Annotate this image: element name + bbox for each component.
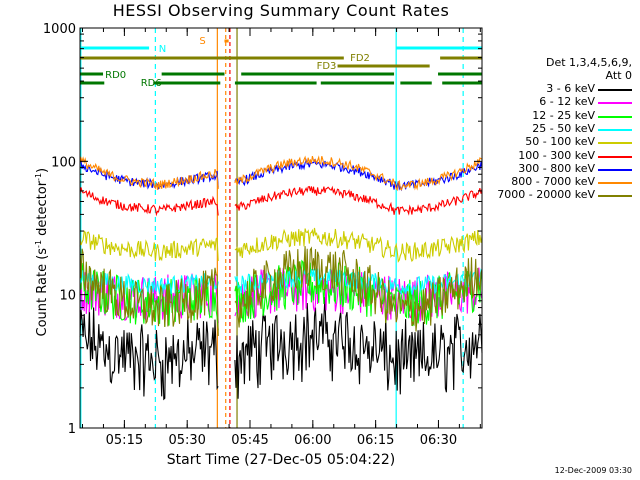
legend-entry-label: 25 - 50 keV [532, 121, 595, 135]
legend-swatch [598, 115, 632, 118]
y-tick-label: 1 [68, 422, 76, 437]
legend-entry-label: 12 - 25 keV [532, 108, 595, 122]
generated-timestamp: 12-Dec-2009 03:30 [554, 466, 632, 475]
flag-label-n: N [159, 44, 166, 55]
x-tick-label: 05:45 [231, 433, 268, 448]
legend-entry-label: 100 - 300 keV [518, 148, 595, 162]
count-rate-curves [79, 155, 483, 401]
x-tick-label: 05:30 [168, 433, 205, 448]
series-line-8 [79, 155, 483, 192]
legend-entry-label: 6 - 12 keV [539, 95, 595, 109]
legend-entry-label: 7000 - 20000 keV [497, 188, 595, 202]
x-tick-label: 06:00 [294, 433, 331, 448]
flag-label-s: S [199, 36, 205, 47]
flag-label-fd3: FD3 [317, 61, 337, 72]
chart-title: HESSI Observing Summary Count Rates [112, 1, 450, 20]
series-line-1 [79, 296, 483, 401]
legend-swatch [598, 128, 632, 131]
legend-header-line: Att 0 [605, 69, 632, 82]
x-axis-label: Start Time (27-Dec-05 05:04:22) [166, 452, 396, 468]
flag-label-rd0: RD0 [105, 70, 126, 81]
observing-flags: N S FD2 FD3 RD0 RD6 [80, 36, 482, 89]
legend-header-line: Det 1,3,4,5,6,9, [545, 56, 632, 69]
legend-swatch [598, 195, 632, 198]
x-tick-label: 06:15 [357, 433, 394, 448]
legend-entry-label: 50 - 100 keV [525, 135, 595, 149]
series-line-5 [79, 227, 483, 263]
plot-axes: 1 10 100 1000 05:15 05:30 05:45 06:00 06:15 06:30 [43, 22, 483, 448]
legend-swatch [598, 142, 632, 145]
y-tick-label: 10 [59, 289, 76, 304]
legend-entry-label: 300 - 800 keV [518, 161, 595, 175]
legend-swatch [598, 155, 632, 158]
legend-swatch [598, 168, 632, 171]
x-tick-label: 06:30 [420, 433, 457, 448]
flag-label-fd2: FD2 [350, 53, 370, 64]
legend-entry-label: 800 - 7000 keV [511, 175, 595, 189]
flag-label-rd6: RD6 [141, 78, 162, 89]
legend-entry-label: 3 - 6 keV [546, 82, 595, 95]
series-line-6 [79, 185, 483, 217]
series-line-9 [79, 245, 483, 337]
legend-swatch [598, 89, 632, 91]
legend-swatch [598, 102, 632, 105]
y-tick-label: 1000 [43, 22, 76, 37]
y-tick-label: 100 [51, 155, 76, 170]
plot-frame [79, 27, 483, 429]
y-axis-label: Count Rate (s-1 detector-1) [33, 167, 51, 337]
legend-swatch [598, 182, 632, 185]
x-tick-label: 05:15 [106, 433, 143, 448]
